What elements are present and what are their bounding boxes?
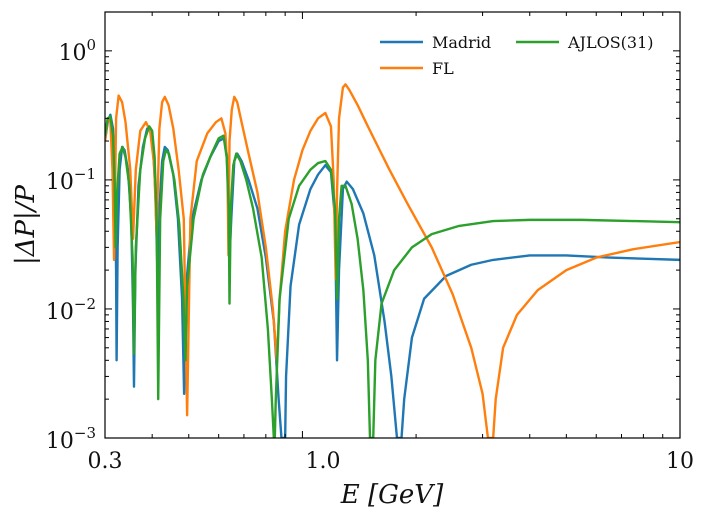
x-tick-label: 0.3	[88, 449, 123, 474]
y-axis-label: |ΔP|/P	[11, 184, 41, 265]
legend-label-fl: FL	[432, 59, 454, 78]
x-axis-label: E [GeV]	[340, 480, 444, 510]
y-tick-label: 10−1	[46, 165, 96, 195]
series-line-ajlos-31	[105, 115, 680, 438]
y-tick-label: 10−2	[46, 295, 96, 325]
y-tick-label: 10−3	[46, 424, 96, 454]
plot-area-frame	[104, 11, 681, 439]
series-group	[105, 83, 680, 438]
y-tick-label: 100	[58, 36, 96, 66]
svg-text:100: 100	[58, 36, 96, 66]
x-tick-label: 10	[666, 449, 694, 474]
legend-label-ajlos: AJLOS(31)	[567, 33, 654, 52]
x-tick-label: 1.0	[306, 449, 341, 474]
svg-text:10−2: 10−2	[46, 295, 96, 325]
legend-label-madrid: Madrid	[432, 33, 491, 52]
svg-text:10−3: 10−3	[46, 424, 96, 454]
series-line-fl	[105, 83, 680, 438]
axis-ticks	[104, 11, 681, 439]
legend: Madrid AJLOS(31) FL	[380, 33, 654, 78]
svg-text:10−1: 10−1	[46, 165, 96, 195]
